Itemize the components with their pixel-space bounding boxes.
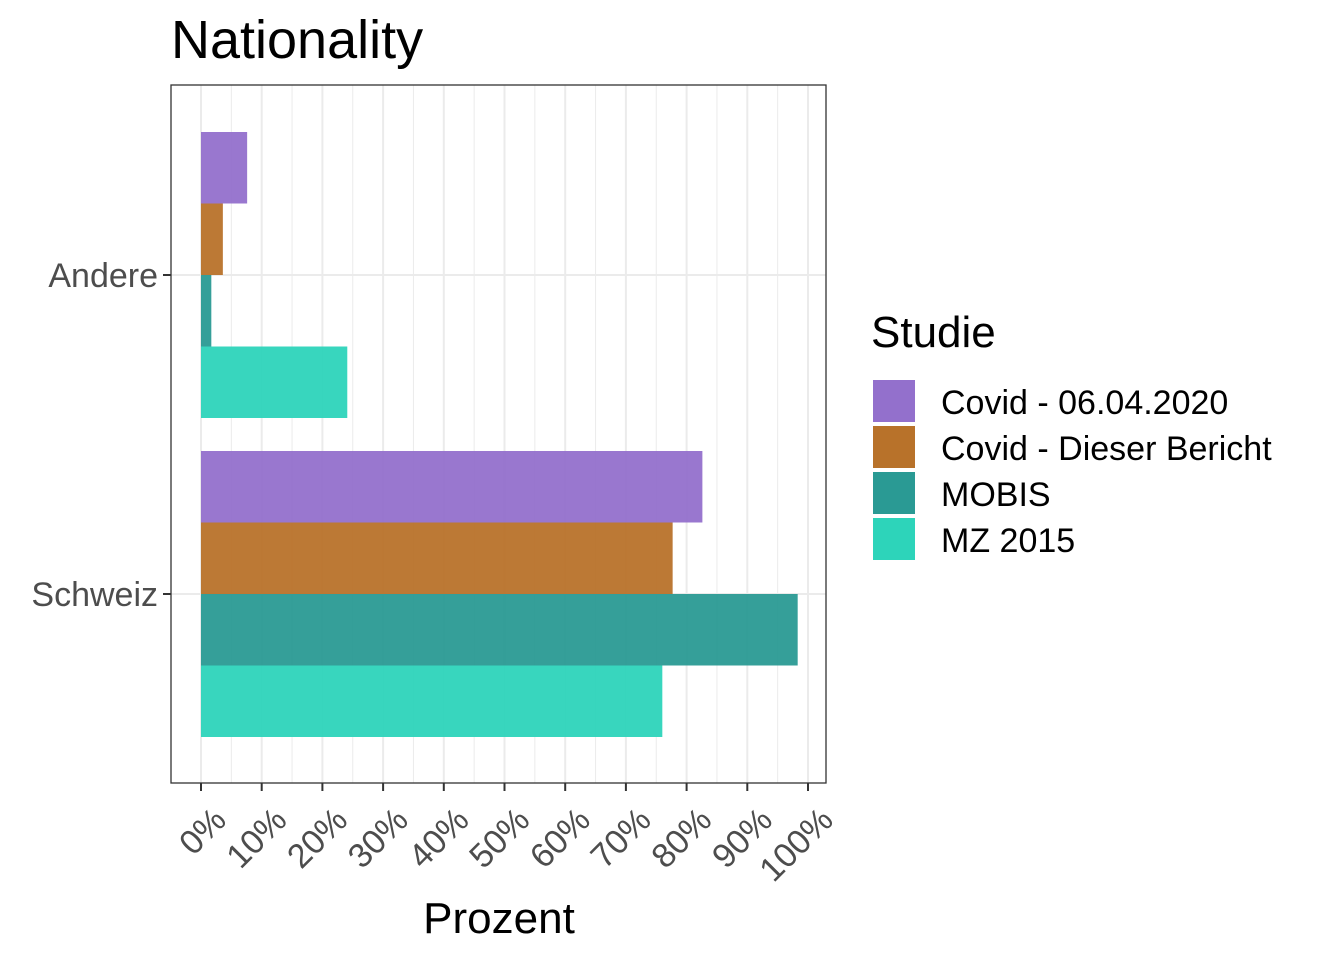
x-tick-label: 40% <box>401 801 476 876</box>
legend: Studie Covid - 06.04.2020 Covid - Dieser … <box>871 308 1272 560</box>
x-axis-title: Prozent <box>423 894 575 943</box>
plot-bars <box>201 132 798 737</box>
bar-schweiz-mobis <box>201 594 798 666</box>
bar-andere-covid-06-04-2020 <box>201 132 248 204</box>
x-axis: 0%10%20%30%40%50%60%70%80%90%100% <box>172 783 841 889</box>
bar-andere-mobis <box>201 275 212 347</box>
y-axis: Andere Schweiz <box>31 257 171 614</box>
legend-key <box>873 426 915 468</box>
bar-schweiz-covid-06-04-2020 <box>201 451 703 523</box>
legend-label: MOBIS <box>941 476 1051 514</box>
legend-key <box>873 380 915 422</box>
bar-schweiz-covid-dieser-bericht <box>201 522 673 594</box>
chart-title: Nationality <box>171 10 423 70</box>
legend-label: Covid - Dieser Bericht <box>941 430 1272 468</box>
legend-title: Studie <box>871 308 996 357</box>
x-tick-label: 80% <box>644 801 719 876</box>
legend-key <box>873 472 915 514</box>
legend-label: MZ 2015 <box>941 522 1075 560</box>
y-tick-label: Schweiz <box>31 576 158 614</box>
x-tick-label: 20% <box>280 801 355 876</box>
plot-panel-border <box>170 84 827 784</box>
legend-key <box>873 518 915 560</box>
bar-andere-mz-2015 <box>201 346 348 418</box>
legend-label: Covid - 06.04.2020 <box>941 384 1228 422</box>
x-tick-label: 30% <box>341 801 416 876</box>
y-tick-label: Andere <box>48 257 158 295</box>
x-tick-label: 50% <box>462 801 537 876</box>
bar-schweiz-mz-2015 <box>201 665 663 737</box>
x-tick-label: 10% <box>219 801 294 876</box>
x-tick-label: 60% <box>523 801 598 876</box>
x-tick-label: 70% <box>584 801 659 876</box>
bar-andere-covid-dieser-bericht <box>201 203 223 275</box>
